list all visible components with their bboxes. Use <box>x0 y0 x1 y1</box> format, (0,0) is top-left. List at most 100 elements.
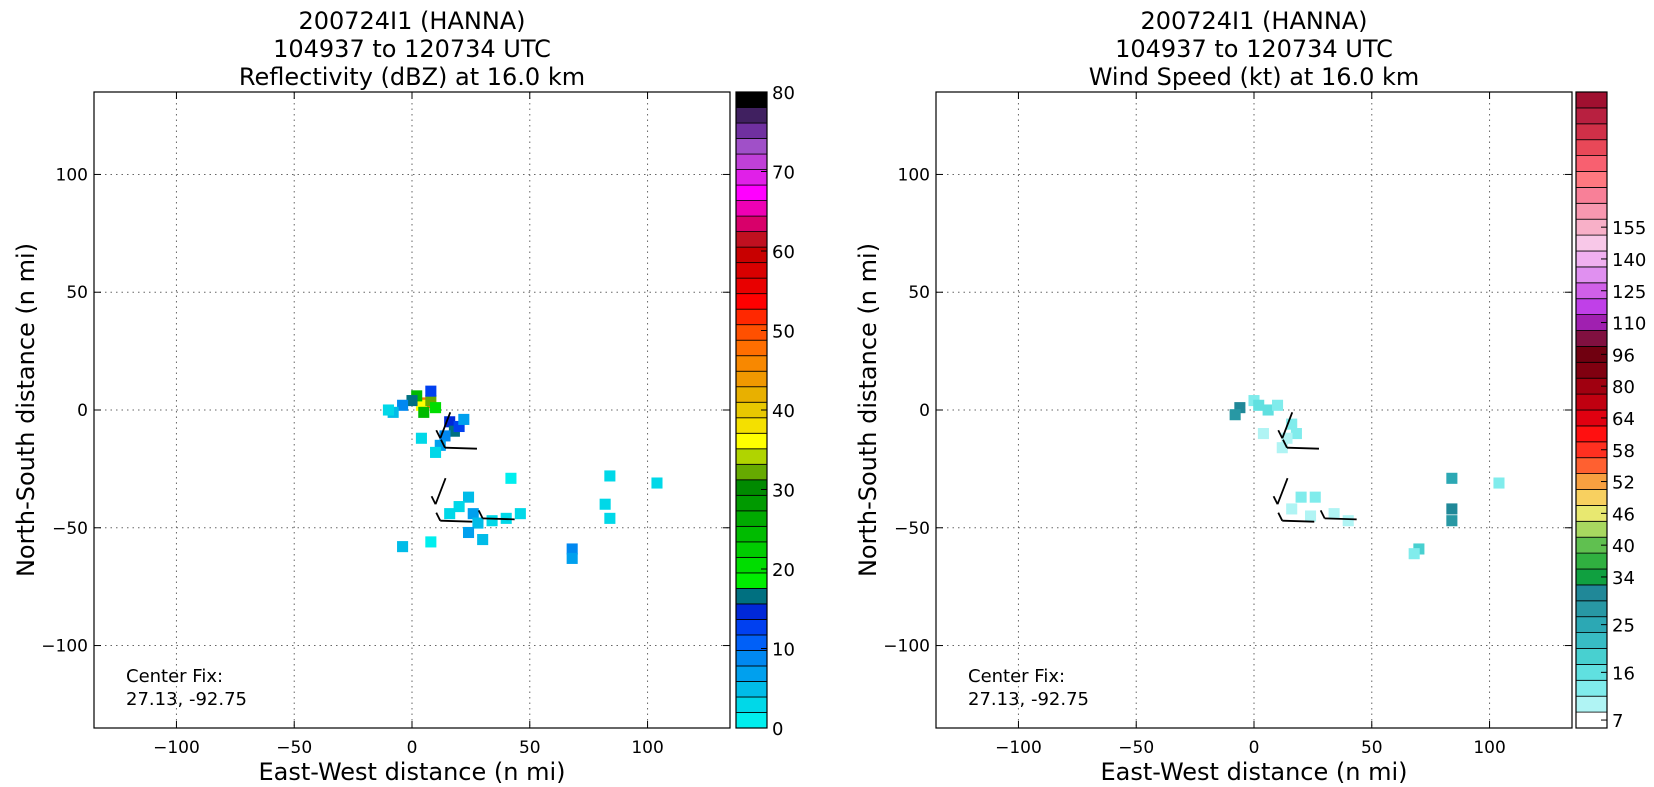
data-cell <box>1290 428 1302 440</box>
colorbar-swatch <box>735 463 768 481</box>
colorbar-swatch <box>1575 123 1608 141</box>
data-cell <box>1257 428 1269 440</box>
data-cell <box>1328 508 1340 520</box>
colorbar-tick-label: 20 <box>772 560 795 581</box>
data-cell <box>415 432 427 444</box>
data-cell <box>1272 399 1284 411</box>
colorbar-swatch <box>735 215 768 233</box>
colorbar-swatch <box>1575 632 1608 649</box>
colorbar-tick-label: 52 <box>1612 473 1635 494</box>
colorbar-tick-label: 155 <box>1612 218 1646 239</box>
data-cell <box>1356 512 1368 524</box>
wind-barb-flag <box>1277 429 1284 439</box>
colorbar-tick-label: 50 <box>772 322 795 343</box>
wind-barb <box>1277 512 1315 523</box>
wind-barb-staff <box>440 519 473 523</box>
x-tick-label: −50 <box>276 738 312 758</box>
colorbar-swatch <box>1575 330 1608 347</box>
plot-area <box>94 92 730 728</box>
data-cell <box>425 536 437 548</box>
wind-barb-flag <box>440 439 446 449</box>
center-fix-annotation: 27.13, -92.75 <box>968 689 1089 710</box>
data-cell <box>1446 472 1458 484</box>
x-tick-label: 0 <box>407 738 418 758</box>
data-cell <box>430 402 442 414</box>
colorbar-swatch <box>1575 186 1608 204</box>
data-cell <box>406 395 418 407</box>
wind-barb-flag <box>1282 439 1288 449</box>
colorbar-swatch <box>1575 155 1608 172</box>
chart-title-line: 104937 to 120734 UTC <box>273 35 551 63</box>
colorbar-swatch <box>735 587 768 605</box>
colorbar-swatch <box>1575 489 1608 506</box>
data-cell <box>462 526 475 539</box>
data-cell <box>425 395 437 407</box>
wind-barb <box>440 439 478 450</box>
data-cell <box>1229 409 1241 421</box>
data-cell <box>425 385 437 397</box>
x-axis-label: East-West distance (n mi) <box>258 758 565 786</box>
colorbar-swatch <box>735 262 768 279</box>
y-tick-label: −100 <box>883 637 930 657</box>
colorbar-tick-label: 25 <box>1612 616 1635 637</box>
colorbar-swatch <box>735 231 768 248</box>
colorbar-swatch <box>735 650 768 667</box>
colorbar-swatch <box>735 293 768 310</box>
colorbar-swatch <box>1575 648 1608 665</box>
colorbar-tick-label: 30 <box>772 481 795 502</box>
colorbar-swatch <box>1575 584 1608 602</box>
chart-title-line: Wind Speed (kt) at 16.0 km <box>1089 63 1420 91</box>
colorbar-tick-label: 96 <box>1612 345 1635 366</box>
data-cell <box>1276 442 1288 454</box>
colorbar-swatch <box>735 681 768 698</box>
wind-barb <box>477 509 515 521</box>
x-tick-label: 100 <box>1473 738 1505 758</box>
data-cell <box>467 508 479 520</box>
colorbar-swatch <box>735 619 768 636</box>
colorbar-swatch <box>1575 139 1608 156</box>
data-cell <box>439 430 451 442</box>
y-tick-label: 100 <box>898 165 930 185</box>
data-cell <box>1286 418 1298 430</box>
x-axis-label: East-West distance (n mi) <box>1100 758 1407 786</box>
colorbar-tick-label: 34 <box>1612 568 1635 589</box>
colorbar-swatch <box>735 432 768 450</box>
wind-barb <box>435 411 452 439</box>
data-cell <box>1304 510 1317 522</box>
wind-barb <box>435 512 473 523</box>
wind-barb-flag <box>1272 495 1279 505</box>
data-cell <box>1281 432 1293 444</box>
colorbar-swatch <box>735 91 768 108</box>
colorbar-swatch <box>735 355 768 372</box>
wind-barb-staff <box>434 477 447 505</box>
colorbar-tick-label: 16 <box>1612 663 1635 684</box>
x-tick-label: −50 <box>1118 738 1154 758</box>
wind-barb-staff <box>1276 477 1289 505</box>
y-tick-label: 0 <box>77 401 88 421</box>
wind-barb <box>1272 477 1289 505</box>
colorbar-swatch <box>1575 361 1608 379</box>
wind-barb <box>1319 509 1357 521</box>
chart-panel-2: 200724I1 (HANNA)104937 to 120734 UTCWind… <box>854 7 1646 786</box>
data-cell <box>1408 548 1420 560</box>
colorbar-swatch <box>1575 298 1608 316</box>
data-cell <box>444 416 456 428</box>
y-axis-label: North-South distance (n mi) <box>12 243 40 577</box>
colorbar-swatch <box>735 510 768 527</box>
colorbar-swatch <box>1575 425 1608 443</box>
wind-barb-flag <box>1277 512 1284 522</box>
wind-barb <box>1277 411 1294 439</box>
data-cell <box>462 491 475 503</box>
wind-barb-staff <box>1324 517 1357 521</box>
data-cell <box>434 439 446 451</box>
chart-title-line: 200724I1 (HANNA) <box>298 7 525 35</box>
colorbar-swatch <box>1575 393 1608 411</box>
x-tick-label: 50 <box>1361 738 1383 758</box>
y-axis-label: North-South distance (n mi) <box>854 243 882 577</box>
x-tick-label: 0 <box>1249 738 1260 758</box>
x-tick-label: −100 <box>153 738 200 758</box>
data-cell <box>514 508 526 520</box>
colorbar-tick-label: 0 <box>772 719 783 740</box>
chart-panel-1: 200724I1 (HANNA)104937 to 120734 UTCRefl… <box>12 7 795 786</box>
